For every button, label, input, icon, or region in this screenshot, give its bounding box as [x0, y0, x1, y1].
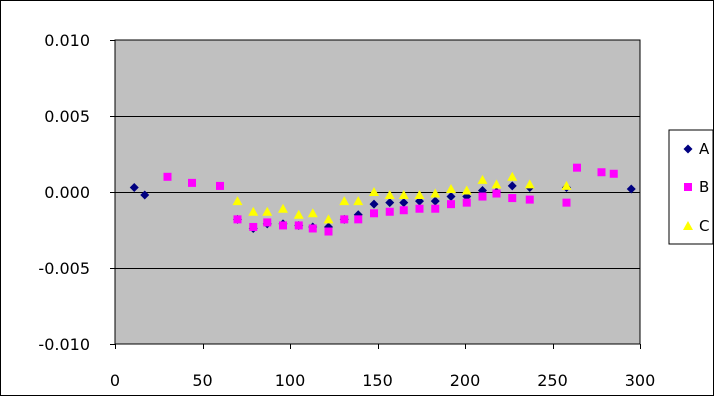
data-point — [493, 190, 501, 198]
data-point — [526, 196, 534, 204]
x-tick-label: 250 — [537, 371, 568, 390]
data-point — [370, 209, 378, 217]
y-axis-ticks: -0.010 -0.005 0.000 0.005 0.010 — [38, 31, 115, 354]
x-tick-label: 200 — [450, 371, 481, 390]
legend-label-C: C — [699, 217, 709, 235]
data-point — [354, 215, 362, 223]
x-tick-label: 100 — [275, 371, 306, 390]
y-tick-label: 0.005 — [44, 107, 90, 126]
data-point — [563, 199, 571, 207]
legend: A B C — [669, 130, 713, 244]
data-point — [598, 168, 606, 176]
y-tick-label: 0.010 — [44, 31, 90, 50]
data-point — [416, 205, 424, 213]
data-point — [325, 228, 333, 236]
data-point — [234, 215, 242, 223]
data-point — [295, 221, 303, 229]
x-tick-label: 50 — [192, 371, 212, 390]
data-point — [431, 205, 439, 213]
legend-label-A: A — [699, 140, 710, 158]
x-tick-label: 150 — [362, 371, 393, 390]
data-point — [479, 193, 487, 201]
y-tick-label: 0.000 — [44, 183, 90, 202]
y-tick-label: -0.010 — [38, 335, 90, 354]
data-point — [463, 199, 471, 207]
data-point — [573, 164, 581, 172]
data-point — [386, 208, 394, 216]
legend-marker-B — [684, 183, 692, 191]
data-point — [340, 215, 348, 223]
data-point — [447, 200, 455, 208]
data-point — [610, 170, 618, 178]
x-tick-label: 0 — [110, 371, 120, 390]
data-point — [400, 206, 408, 214]
data-point — [249, 223, 257, 231]
data-point — [263, 218, 271, 226]
data-point — [508, 194, 516, 202]
y-tick-label: -0.005 — [38, 259, 90, 278]
x-axis-ticks: 0 50 100 150 200 250 300 — [110, 344, 655, 390]
data-point — [279, 221, 287, 229]
data-point — [164, 173, 172, 181]
data-point — [188, 179, 196, 187]
legend-label-B: B — [699, 178, 709, 196]
data-point — [309, 224, 317, 232]
x-tick-label: 300 — [625, 371, 656, 390]
data-point — [216, 182, 224, 190]
